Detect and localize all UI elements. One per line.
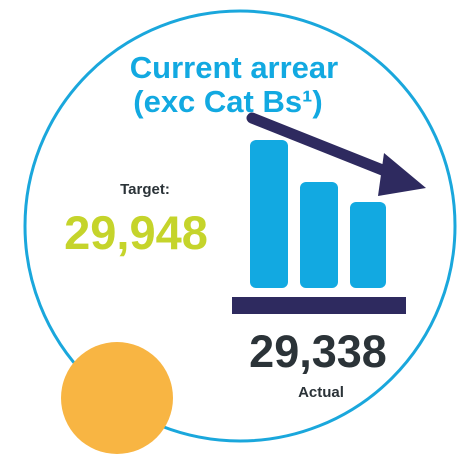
bar-icon	[250, 140, 288, 288]
base-bar	[232, 297, 406, 314]
actual-value: 29,338	[249, 326, 387, 377]
arrow-shaft	[246, 112, 401, 181]
title: Current arrear	[130, 50, 338, 85]
outline-circle	[23, 9, 457, 443]
bar-icon	[350, 202, 386, 288]
arrow-head	[378, 153, 426, 196]
actual-label: Actual	[298, 384, 344, 401]
bars-icon	[250, 140, 386, 288]
orange-dot	[61, 342, 173, 454]
target-value: 29,948	[64, 206, 208, 259]
target-label: Target:	[120, 181, 170, 198]
subtitle: (exc Cat Bs¹)	[133, 84, 323, 119]
bar-icon	[300, 182, 338, 288]
